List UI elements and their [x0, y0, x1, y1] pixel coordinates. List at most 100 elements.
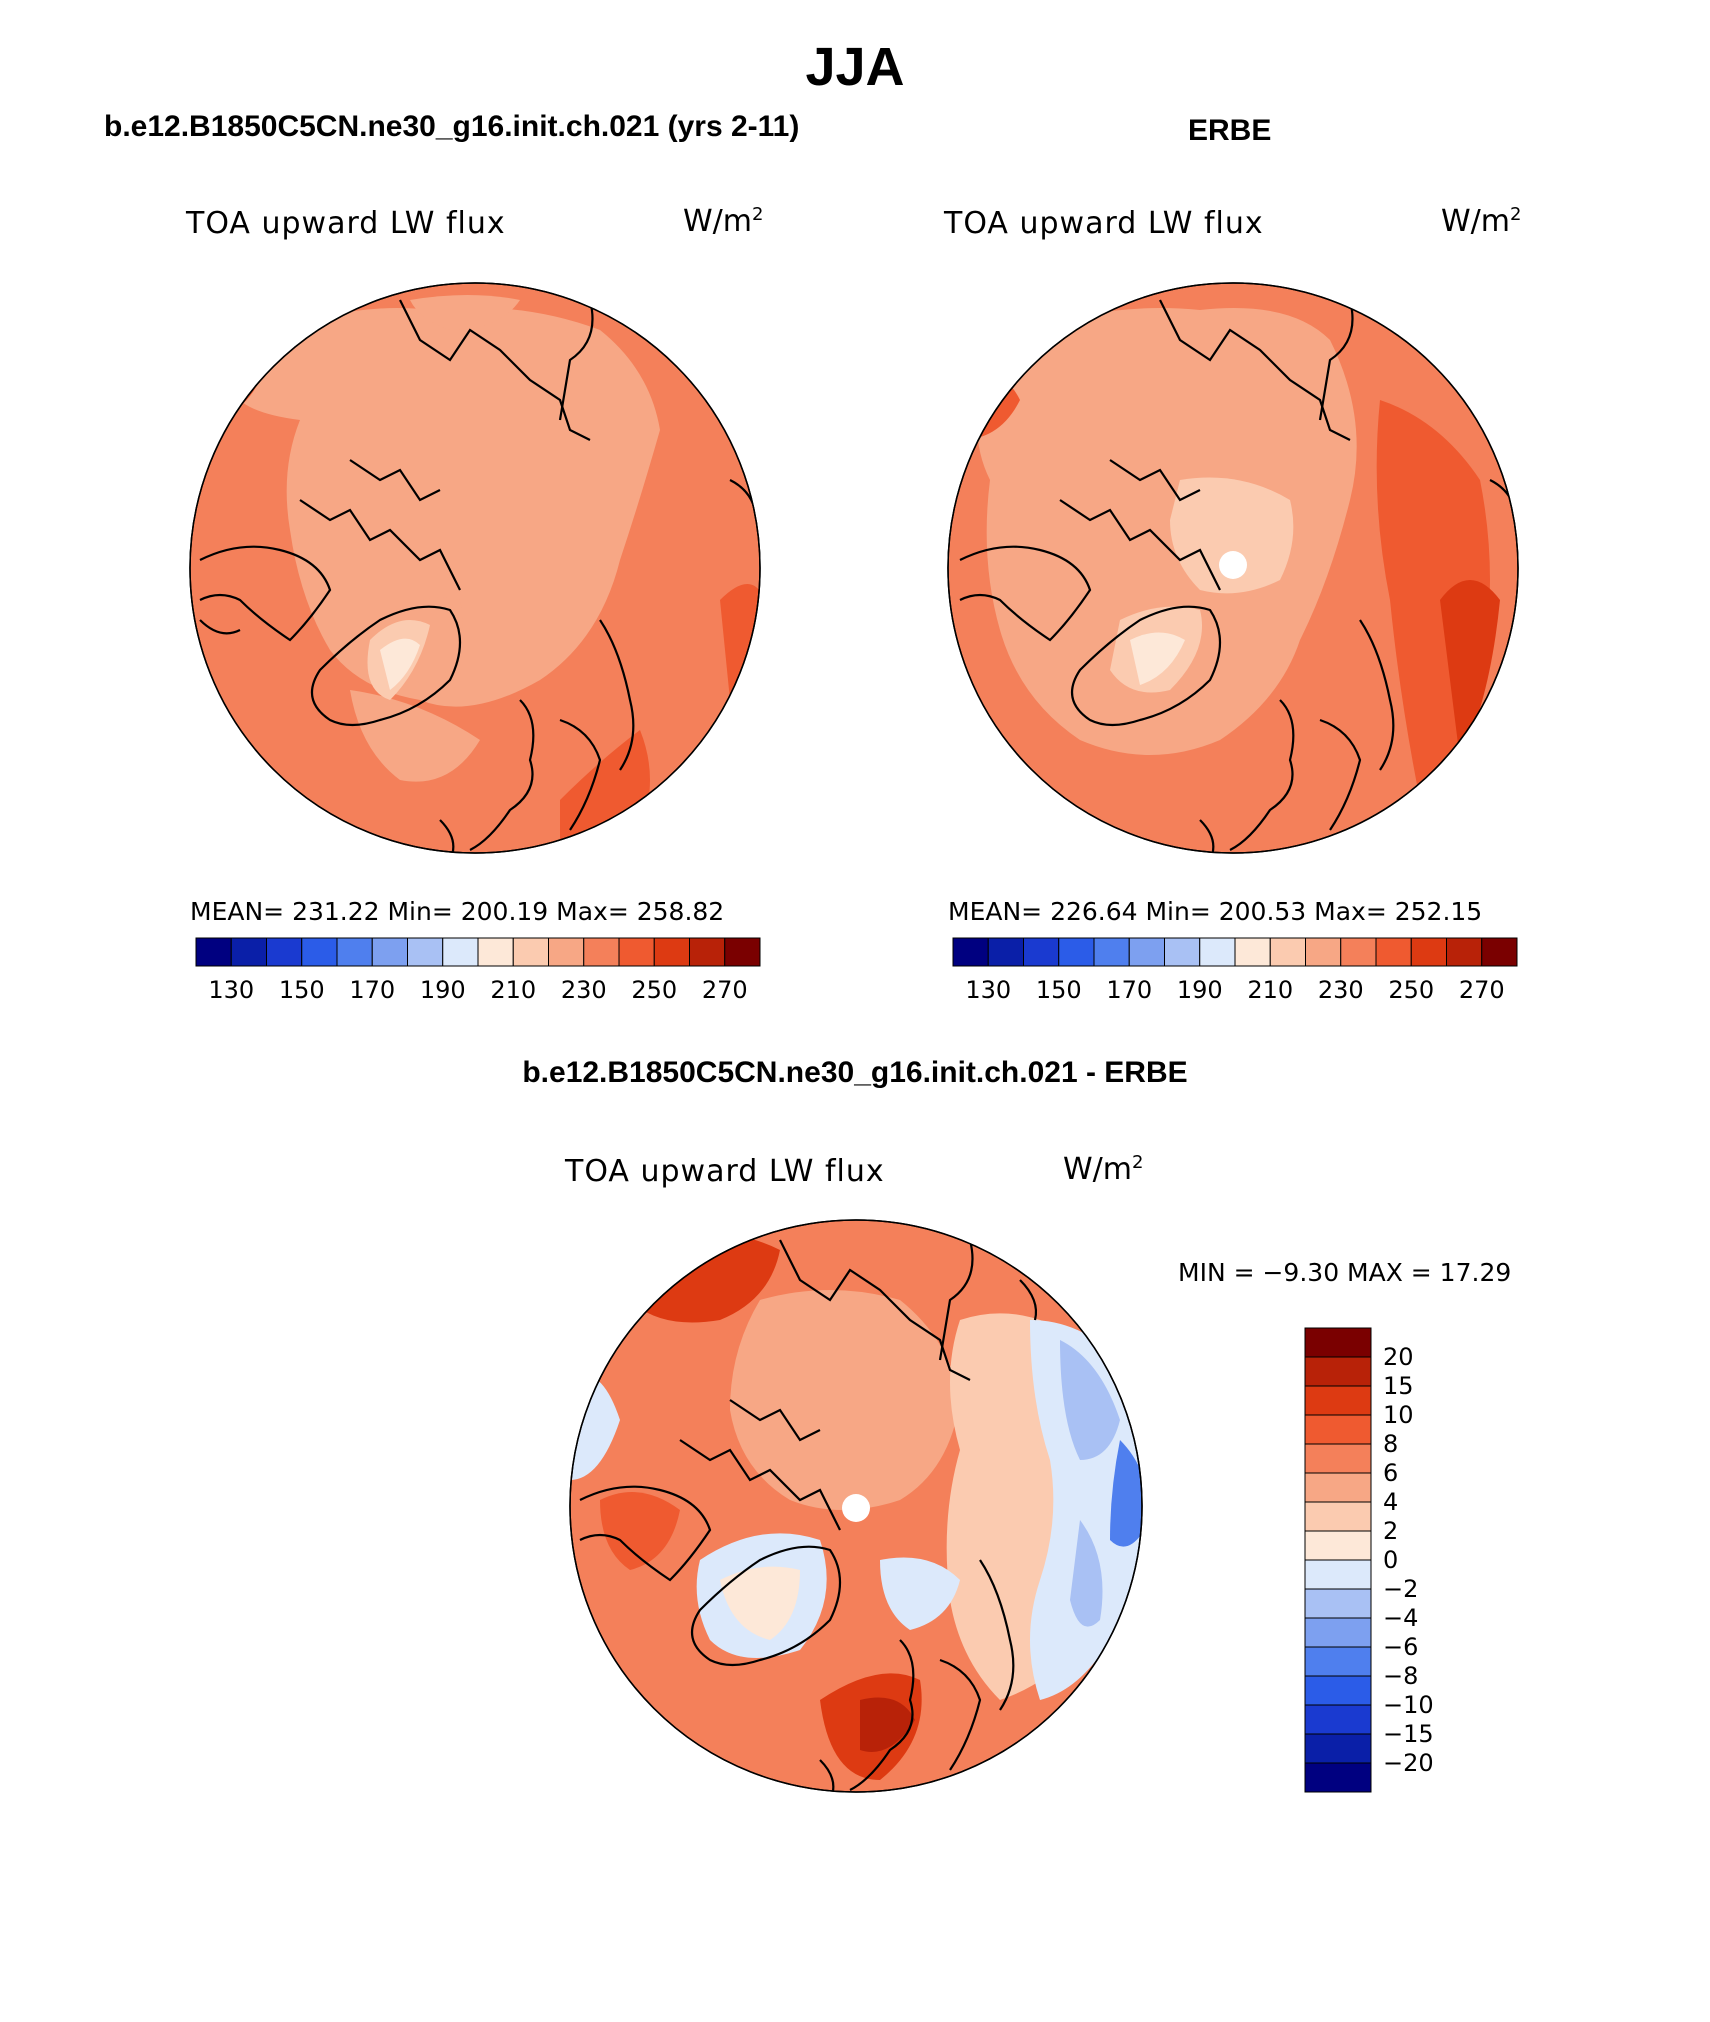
colorbar-box — [195, 937, 232, 967]
colorbar-box — [1410, 937, 1447, 967]
colorbar-tick-label: 0 — [1383, 1546, 1399, 1574]
colorbar-box — [1446, 937, 1483, 967]
colorbar-box — [230, 937, 267, 967]
colorbar-box — [1023, 937, 1060, 967]
colorbar-box — [1304, 1617, 1372, 1648]
model-panel-title: b.e12.B1850C5CN.ne30_g16.init.ch.021 (yr… — [104, 110, 800, 143]
colorbar-tick-label: −20 — [1383, 1749, 1434, 1777]
colorbar-box — [987, 937, 1024, 967]
colorbar-box — [301, 937, 338, 967]
colorbar-tick-label: 20 — [1383, 1343, 1414, 1371]
colorbar-tick-label: 2 — [1383, 1517, 1399, 1545]
colorbar-box — [266, 937, 303, 967]
obs-panel-title: ERBE — [1188, 114, 1272, 147]
diff-stats: MIN = −9.30 MAX = 17.29 — [1178, 1258, 1512, 1287]
colorbar-box — [1304, 1385, 1372, 1416]
diff-variable-label: TOA upward LW flux — [565, 1154, 885, 1189]
colorbar-box — [1304, 1414, 1372, 1445]
colorbar-box — [371, 937, 408, 967]
colorbar-box — [1164, 937, 1201, 967]
colorbar-box — [1234, 937, 1271, 967]
colorbar-box — [442, 937, 479, 967]
obs-units-label: W/m2 — [1441, 204, 1522, 239]
colorbar-tick-label: 250 — [631, 976, 678, 1004]
colorbar-tick-label: 130 — [965, 976, 1012, 1004]
colorbar-tick-label: 10 — [1383, 1401, 1414, 1429]
colorbar-tick-label: 6 — [1383, 1459, 1399, 1487]
colorbar-box — [407, 937, 444, 967]
colorbar-tick-label: 130 — [208, 976, 255, 1004]
colorbar-box — [1304, 1443, 1372, 1474]
colorbar-box — [1304, 1646, 1372, 1677]
colorbar-tick-label: 210 — [490, 976, 537, 1004]
obs-colorbar — [952, 937, 1518, 967]
colorbar-tick-label: 190 — [419, 976, 466, 1004]
obs-variable-label: TOA upward LW flux — [944, 206, 1264, 241]
colorbar-tick-label: 170 — [349, 976, 396, 1004]
colorbar-box — [1269, 937, 1306, 967]
colorbar-box — [1304, 1530, 1372, 1561]
colorbar-box — [952, 937, 989, 967]
colorbar-box — [1305, 937, 1342, 967]
colorbar-tick-label: −2 — [1383, 1575, 1419, 1603]
colorbar-tick-label: 4 — [1383, 1488, 1399, 1516]
pole-hole — [842, 1494, 870, 1522]
colorbar-box — [1304, 1356, 1372, 1387]
colorbar-tick-label: 230 — [560, 976, 607, 1004]
colorbar-box — [653, 937, 690, 967]
colorbar-box — [477, 937, 514, 967]
colorbar-box — [1093, 937, 1130, 967]
colorbar-box — [1304, 1675, 1372, 1706]
colorbar-tick-label: −15 — [1383, 1720, 1434, 1748]
colorbar-box — [1304, 1588, 1372, 1619]
diff-units-label: W/m2 — [1063, 1152, 1144, 1187]
colorbar-tick-label: 150 — [278, 976, 325, 1004]
colorbar-box — [1304, 1704, 1372, 1735]
model-stats: MEAN= 231.22 Min= 200.19 Max= 258.82 — [190, 897, 725, 926]
colorbar-box — [1304, 1327, 1372, 1358]
colorbar-tick-label: 250 — [1388, 976, 1435, 1004]
colorbar-box — [512, 937, 549, 967]
colorbar-tick-label: 270 — [1458, 976, 1505, 1004]
model-variable-label: TOA upward LW flux — [186, 206, 506, 241]
diff-colorbar — [1304, 1327, 1372, 1793]
colorbar-tick-label: 230 — [1317, 976, 1364, 1004]
colorbar-tick-label: 8 — [1383, 1430, 1399, 1458]
colorbar-box — [1058, 937, 1095, 967]
colorbar-tick-label: 170 — [1106, 976, 1153, 1004]
colorbar-tick-label: −8 — [1383, 1662, 1419, 1690]
colorbar-box — [548, 937, 585, 967]
model-map — [189, 282, 761, 854]
colorbar-tick-label: 210 — [1247, 976, 1294, 1004]
colorbar-box — [1128, 937, 1165, 967]
colorbar-box — [1304, 1733, 1372, 1764]
model-colorbar — [195, 937, 761, 967]
difference-map — [569, 1219, 1143, 1793]
colorbar-box — [1304, 1501, 1372, 1532]
colorbar-box — [336, 937, 373, 967]
colorbar-box — [618, 937, 655, 967]
colorbar-tick-label: −4 — [1383, 1604, 1419, 1632]
colorbar-tick-label: 150 — [1035, 976, 1082, 1004]
colorbar-tick-label: 190 — [1176, 976, 1223, 1004]
colorbar-box — [1375, 937, 1412, 967]
colorbar-box — [1199, 937, 1236, 967]
colorbar-tick-label: 15 — [1383, 1372, 1414, 1400]
colorbar-box — [724, 937, 761, 967]
colorbar-tick-label: −6 — [1383, 1633, 1419, 1661]
colorbar-box — [1481, 937, 1518, 967]
diff-panel-title: b.e12.B1850C5CN.ne30_g16.init.ch.021 - E… — [522, 1056, 1188, 1089]
figure-title: JJA — [805, 37, 905, 97]
colorbar-box — [689, 937, 726, 967]
obs-stats: MEAN= 226.64 Min= 200.53 Max= 252.15 — [948, 897, 1483, 926]
model-units-label: W/m2 — [683, 204, 764, 239]
colorbar-box — [1304, 1762, 1372, 1793]
colorbar-tick-label: 270 — [701, 976, 748, 1004]
colorbar-box — [583, 937, 620, 967]
colorbar-box — [1340, 937, 1377, 967]
colorbar-tick-label: −10 — [1383, 1691, 1434, 1719]
obs-map — [947, 282, 1519, 854]
colorbar-box — [1304, 1472, 1372, 1503]
pole-hole — [1219, 551, 1247, 579]
